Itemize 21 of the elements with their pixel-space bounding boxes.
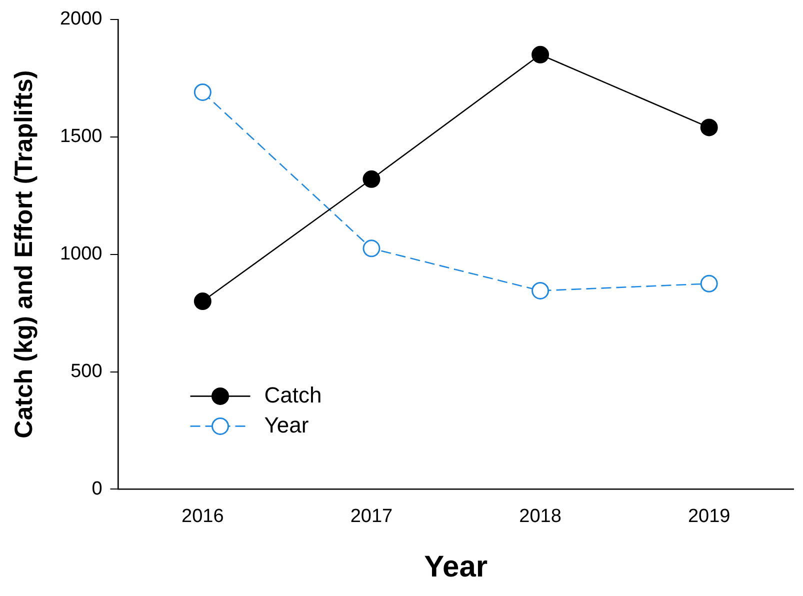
x-axis-title: Year [424, 550, 488, 584]
y-tick-label: 500 [70, 360, 102, 382]
point [700, 274, 718, 292]
y-tick-label: 2000 [60, 8, 102, 30]
point [362, 170, 380, 188]
point [194, 83, 212, 101]
x-tick-label: 2016 [182, 506, 224, 527]
legend-label: Year [264, 412, 309, 438]
y-tick-label: 1500 [60, 126, 102, 148]
y-tick-label: 1000 [60, 244, 102, 265]
x-tick-label: 2018 [519, 506, 562, 527]
x-tick-label: 2017 [350, 506, 393, 527]
y-axis-title: Catch (kg) and Effort (Traplifts) [10, 70, 38, 438]
y-tick-label: 0 [92, 478, 102, 500]
point [700, 118, 718, 136]
legend-label: Catch [264, 382, 322, 408]
point [194, 292, 212, 310]
point [362, 240, 380, 258]
x-tick-label: 2019 [688, 506, 730, 527]
point [532, 282, 550, 300]
point [532, 46, 550, 64]
